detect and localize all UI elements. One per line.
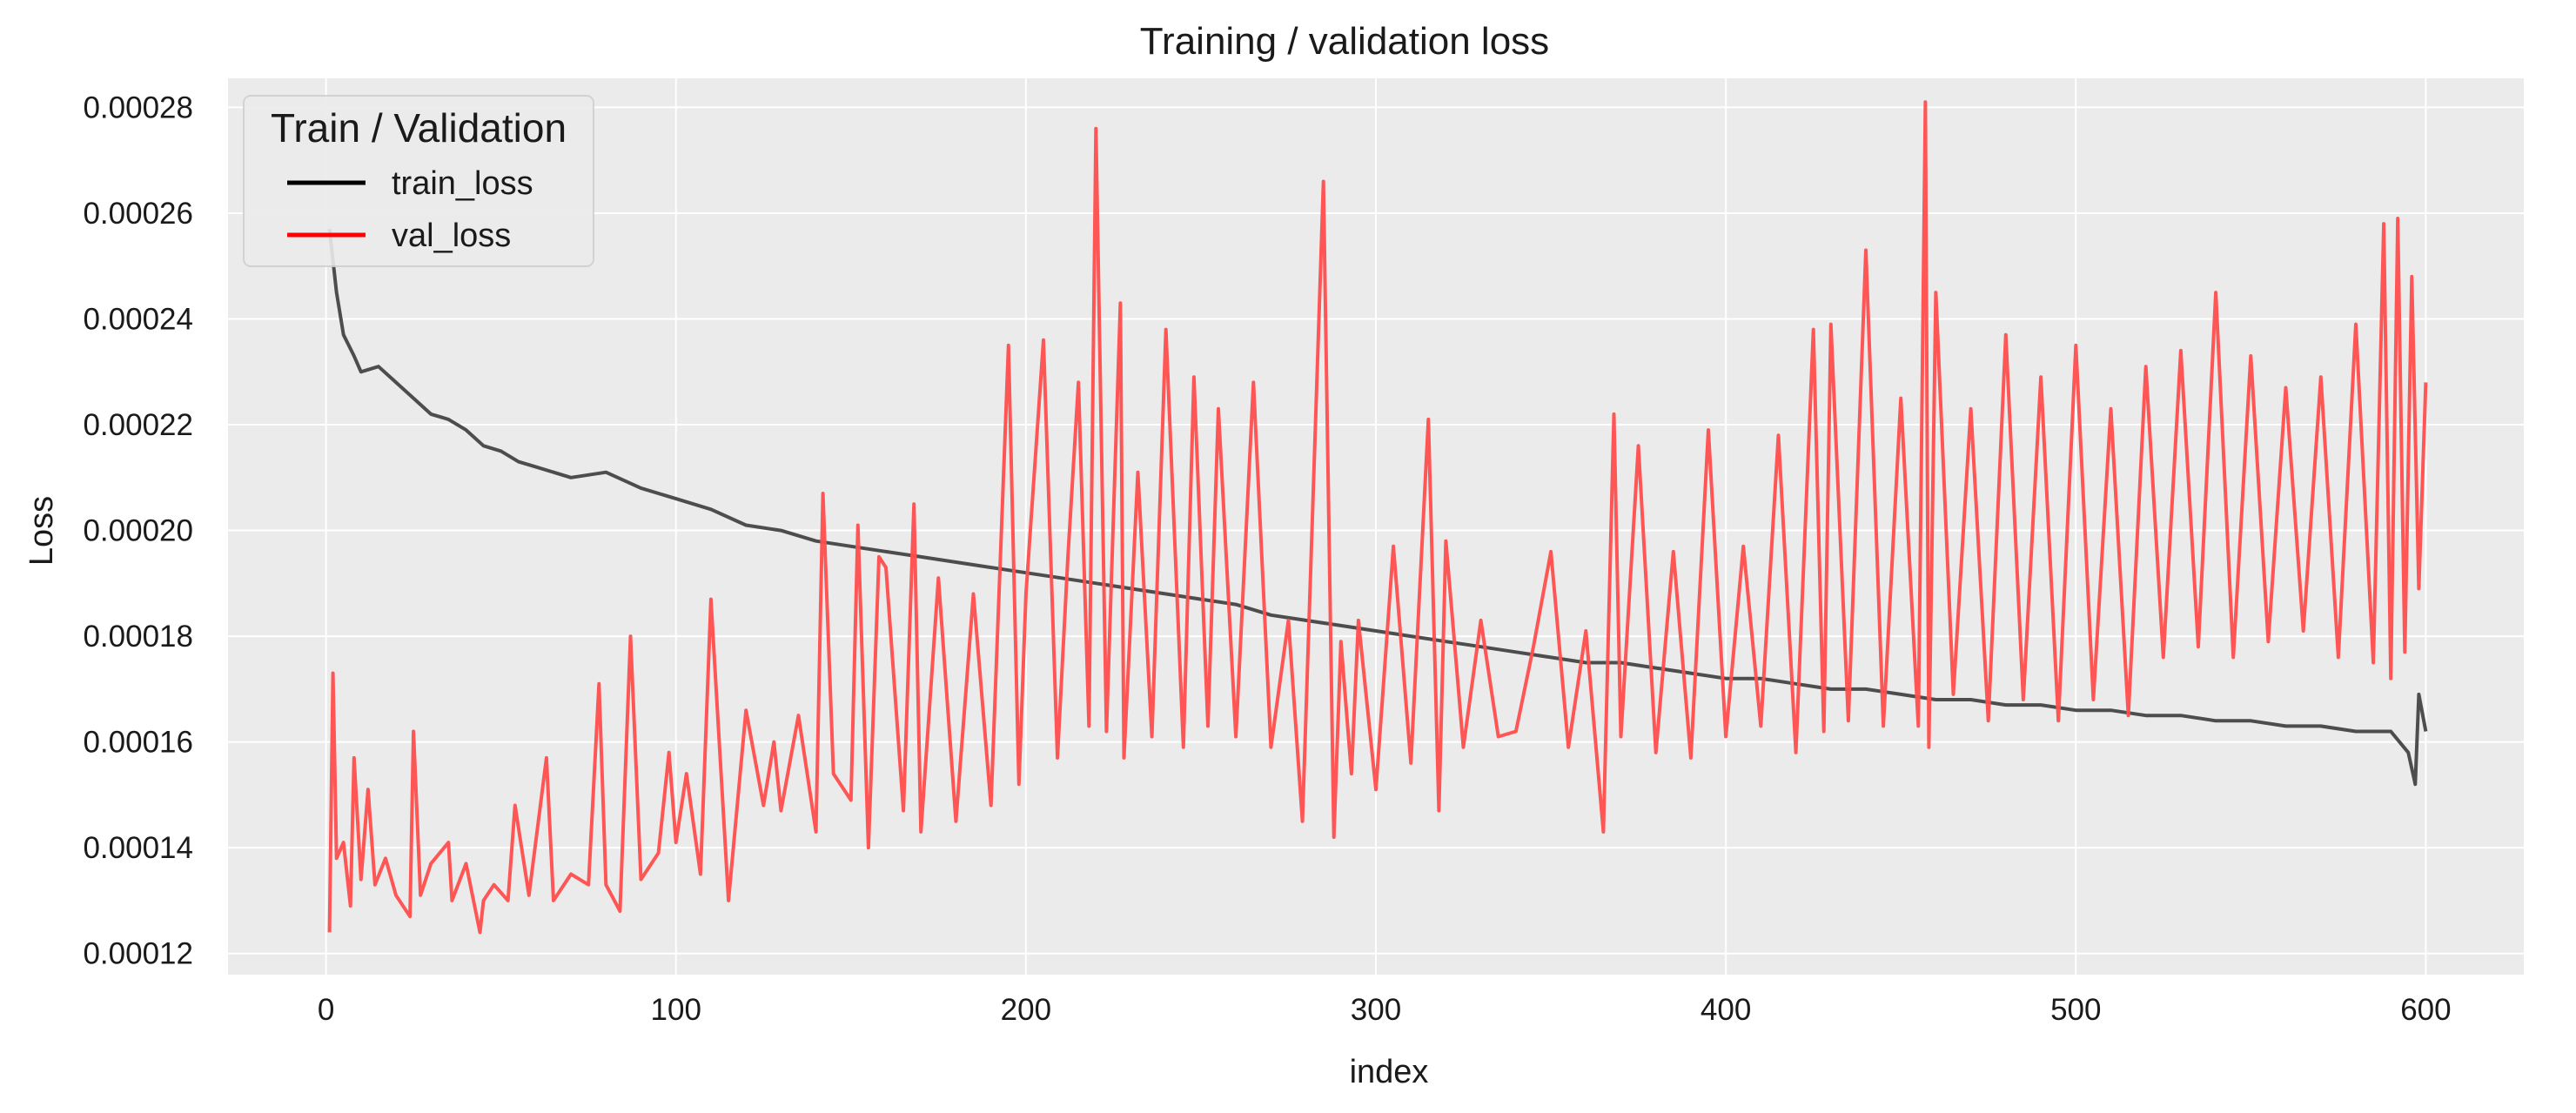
y-axis-title: Loss — [23, 496, 60, 566]
y-tick-label: 0.00028 — [83, 91, 193, 124]
x-tick-label: 200 — [1001, 993, 1051, 1027]
x-axis-ticks: 0 100 200 300 400 500 600 — [318, 993, 2452, 1027]
x-axis-title: index — [1350, 1054, 1429, 1090]
y-tick-label: 0.00016 — [83, 726, 193, 760]
series-line-val_loss — [327, 100, 2428, 935]
series-train_loss — [327, 228, 2428, 787]
x-tick-label: 400 — [1701, 993, 1751, 1027]
legend: Train / Validation train_loss val_loss — [243, 95, 594, 267]
legend-title: Train / Validation — [271, 105, 567, 151]
y-tick-label: 0.00014 — [83, 831, 193, 865]
y-tick-label: 0.00018 — [83, 620, 193, 654]
x-tick-label: 100 — [651, 993, 701, 1027]
series-line-train_loss — [327, 228, 2428, 787]
legend-box — [243, 95, 594, 267]
grid — [228, 78, 2524, 975]
x-tick-label: 500 — [2050, 993, 2101, 1027]
y-tick-label: 0.00022 — [83, 408, 193, 442]
y-tick-label: 0.00012 — [83, 937, 193, 971]
series-layer — [327, 100, 2428, 935]
y-tick-label: 0.00026 — [83, 197, 193, 231]
legend-label-train: train_loss — [392, 165, 533, 202]
series-val_loss — [327, 100, 2428, 935]
y-tick-label: 0.00020 — [83, 514, 193, 548]
x-tick-label: 300 — [1351, 993, 1401, 1027]
legend-label-val: val_loss — [392, 218, 511, 254]
y-tick-label: 0.00024 — [83, 302, 193, 336]
chart-title: Training / validation loss — [1140, 20, 1549, 63]
x-tick-label: 600 — [2400, 993, 2451, 1027]
x-tick-label: 0 — [318, 993, 334, 1027]
y-axis-ticks: 0.00012 0.00014 0.00016 0.00018 0.00020 0.000… — [83, 91, 193, 970]
